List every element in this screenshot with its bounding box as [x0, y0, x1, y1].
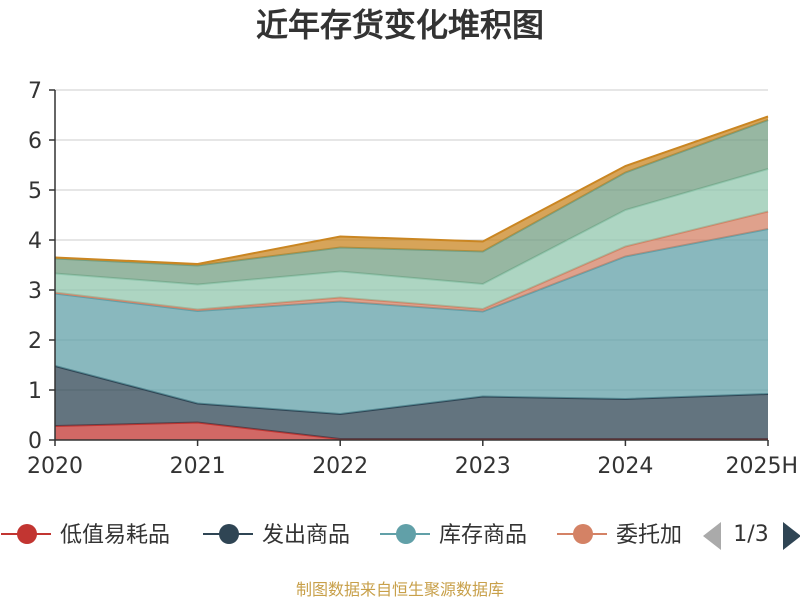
x-tick-labels: 2020 2021 2022 2023 2024 2025H [27, 454, 798, 479]
legend-item[interactable]: 低值易耗品 [1, 523, 170, 548]
chart-title: 近年存货变化堆积图 [256, 6, 544, 44]
y-tick-label: 7 [28, 79, 42, 104]
y-tick-label: 1 [28, 379, 42, 404]
legend-item[interactable]: 库存商品 [380, 523, 527, 548]
legend-prev-icon[interactable] [703, 522, 721, 550]
area-series-1 [55, 366, 768, 439]
legend-label: 库存商品 [439, 523, 527, 548]
legend[interactable]: 低值易耗品 发出商品 库存商品 委托加 [1, 523, 682, 548]
y-tick-label: 3 [28, 279, 42, 304]
legend-label: 低值易耗品 [60, 523, 170, 548]
legend-item[interactable]: 发出商品 [203, 523, 350, 548]
legend-circle-icon [219, 524, 239, 544]
legend-circle-icon [573, 524, 593, 544]
x-tick-label: 2022 [312, 454, 368, 479]
legend-next-icon[interactable] [783, 522, 800, 550]
legend-circle-icon [396, 524, 416, 544]
legend-circle-icon [17, 524, 37, 544]
legend-label: 发出商品 [262, 523, 350, 548]
y-tick-labels: 0 1 2 3 4 5 6 7 [28, 79, 42, 454]
x-tick-label: 2025H [725, 454, 798, 479]
x-tick-label: 2023 [455, 454, 511, 479]
source-note: 制图数据来自恒生聚源数据库 [296, 580, 504, 599]
y-tick-label: 4 [28, 229, 42, 254]
legend-label: 委托加 [616, 523, 682, 548]
y-tick-label: 0 [28, 429, 42, 454]
legend-pager[interactable]: 1/3 [703, 522, 800, 550]
y-tick-label: 5 [28, 179, 42, 204]
x-tick-label: 2024 [597, 454, 653, 479]
axes [49, 89, 769, 446]
y-tick-label: 6 [28, 129, 42, 154]
series-line-6 [54, 115, 769, 266]
area-series [54, 115, 769, 440]
area-series-4 [55, 169, 768, 310]
legend-page-indicator: 1/3 [733, 522, 768, 547]
legend-item[interactable]: 委托加 [557, 523, 682, 548]
y-tick-label: 2 [28, 329, 42, 354]
x-tick-label: 2021 [170, 454, 226, 479]
x-tick-label: 2020 [27, 454, 83, 479]
area-series-2 [55, 229, 768, 414]
area-series-5 [55, 120, 768, 285]
